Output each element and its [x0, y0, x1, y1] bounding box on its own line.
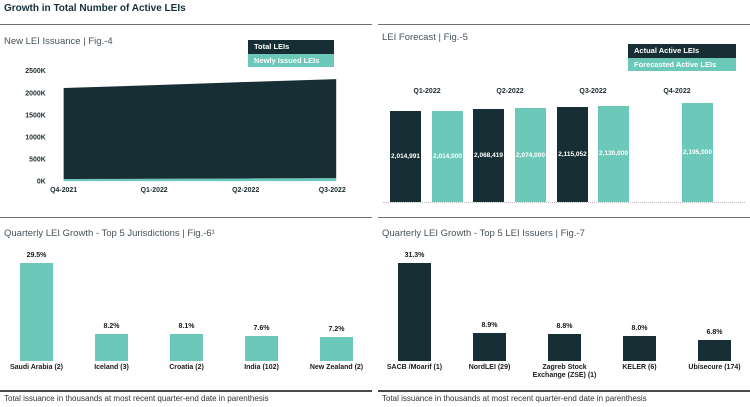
fig6-value-label: 7.6% — [253, 324, 270, 332]
fig5-bar-forecast: 2,130,000 — [598, 105, 629, 202]
fig5-bar-forecast: 2,074,000 — [515, 108, 546, 202]
panel-top5-lei-issuers: Quarterly LEI Growth - Top 5 LEI Issuers… — [378, 217, 750, 407]
fig5-bar-value-label: 2,068,419 — [474, 151, 503, 159]
fig4-y-tick-label: 500K — [29, 157, 46, 164]
fig5-bar-actual: 2,115,052 — [557, 106, 588, 202]
fig5-bar-value-label: 2,130,000 — [599, 150, 628, 158]
fig7-bar — [473, 333, 506, 361]
page-title: Growth in Total Number of Active LEIs — [4, 3, 186, 14]
fig7-value-label: 31.3% — [404, 252, 425, 260]
fig7-bar-chart: 31.3% SACB /Moarif (1) 8.9% NordLEI (29) 8.8… — [378, 218, 750, 407]
fig5-legend: Actual Active LEIs Forecasted Active LEI… — [628, 44, 736, 71]
fig5-bar-value-label: 2,014,000 — [433, 153, 462, 161]
fig7-footnote: Total issuance in thousands at most rece… — [382, 394, 647, 403]
fig5-legend-item-actual: Actual Active LEIs — [628, 44, 736, 58]
fig5-legend-label-forecast: Forecasted Active LEIs — [634, 59, 717, 69]
fig6-bar — [95, 333, 128, 361]
fig6-footnote: Total issuance in thousands at most rece… — [4, 394, 269, 403]
fig7-value-label: 8.0% — [631, 325, 648, 333]
fig7-category-label: KELER (6) — [622, 364, 657, 371]
fig7-value-label: 8.9% — [481, 322, 498, 330]
fig7-category-label: NordLEI (29) — [468, 364, 511, 371]
fig5-bar-value-label: 2,014,991 — [391, 153, 420, 161]
fig5-category-label: Q2-2022 — [496, 88, 524, 95]
fig6-value-label: 8.2% — [103, 322, 120, 330]
fig5-bar-forecast: 2,195,000 — [682, 103, 713, 202]
fig6-bar — [320, 337, 353, 361]
fig4-y-tick-label: 1000K — [25, 135, 46, 142]
fig4-area-chart: 2500K 2000K 1500K 1000K 500K 0K Q4-2021 Q1-2022… — [25, 68, 346, 194]
fig6-footnote-rule — [0, 390, 372, 392]
fig4-title: New LEI Issuance | Fig.-4 — [4, 36, 113, 47]
panel-top5-jurisdictions: Quarterly LEI Growth - Top 5 Jurisdictio… — [0, 217, 372, 407]
fig6-title: Quarterly LEI Growth - Top 5 Jurisdictio… — [4, 228, 215, 239]
fig5-category-label: Q1-2022 — [413, 88, 441, 95]
fig6-bar — [245, 335, 278, 361]
fig7-footnote-rule — [378, 390, 750, 392]
fig6-bar — [170, 334, 203, 361]
fig5-legend-item-forecast: Forecasted Active LEIs — [628, 57, 736, 71]
fig5-bar-chart: Q1-2022 Q2-2022 Q3-2022 Q4-2022 2,014,991 2,0… — [378, 25, 750, 217]
fig5-bar-actual: 2,014,991 — [390, 111, 421, 202]
fig4-y-tick-label: 2500K — [25, 68, 46, 75]
fig7-category-label: SACB /Moarif (1) — [386, 364, 443, 371]
fig4-y-tick-label: 0K — [37, 179, 46, 186]
fig7-category-label: Zagreb Stock Exchange (ZSE) (1) — [532, 364, 597, 380]
panel-new-lei-issuance: New LEI Issuance | Fig.-4 Total LEIs New… — [0, 24, 372, 217]
fig4-legend: Total LEIs Newly Issued LEIs — [248, 40, 334, 67]
fig5-bar-value-label: 2,115,052 — [558, 150, 587, 158]
fig6-value-label: 29.5% — [26, 252, 47, 260]
fig4-x-tick-label: Q2-2022 — [232, 187, 259, 194]
fig4-y-tick-label: 2000K — [25, 90, 46, 97]
fig4-legend-label-total-leis: Total LEIs — [254, 42, 290, 52]
fig4-x-tick-label: Q1-2022 — [141, 187, 168, 194]
fig5-baseline — [383, 202, 745, 203]
fig7-category-label: Ubisecure (174) — [688, 364, 741, 371]
fig5-category-label: Q4-2022 — [663, 88, 691, 95]
fig5-bar-value-label: 2,195,000 — [683, 149, 712, 156]
panel-lei-forecast: LEI Forecast | Fig.-5 Actual Active LEIs… — [378, 24, 750, 217]
fig7-value-label: 6.8% — [706, 328, 723, 336]
fig7-bar — [698, 339, 731, 361]
fig4-legend-item-total-leis: Total LEIs — [248, 40, 334, 54]
newly-issued-area — [63, 178, 337, 182]
fig4-legend-label-newly-issued: Newly Issued LEIs — [254, 55, 320, 65]
fig6-bar — [20, 263, 53, 361]
fig4-x-tick-label: Q4-2021 — [50, 187, 77, 194]
fig6-bar-chart: 29.5% Saudi Arabia (2) 8.2% Iceland (3) 8.1%… — [0, 218, 372, 407]
total-leis-area — [63, 79, 337, 179]
fig6-category-label: Saudi Arabia (2) — [9, 364, 64, 371]
fig6-value-label: 7.2% — [328, 326, 345, 334]
fig7-title: Quarterly LEI Growth - Top 5 LEI Issuers… — [382, 228, 585, 239]
fig6-category-label: Croatia (2) — [169, 364, 204, 371]
fig4-y-tick-label: 1500K — [25, 112, 46, 119]
fig6-category-label: Iceland (3) — [94, 364, 129, 371]
fig5-title: LEI Forecast | Fig.-5 — [382, 32, 468, 43]
fig7-value-label: 8.8% — [556, 322, 573, 330]
fig5-bar-forecast: 2,014,000 — [432, 111, 463, 202]
fig5-bar-actual: 2,068,419 — [473, 108, 504, 202]
fig5-bar-value-label: 2,074,000 — [516, 151, 545, 159]
fig7-bar — [548, 333, 581, 361]
fig4-legend-item-newly-issued: Newly Issued LEIs — [248, 53, 334, 67]
fig5-legend-label-actual: Actual Active LEIs — [634, 46, 700, 56]
fig4-x-tick-label: Q3-2022 — [319, 187, 346, 194]
fig6-value-label: 8.1% — [178, 323, 195, 331]
fig7-bar — [623, 336, 656, 361]
fig6-category-label: India (102) — [244, 364, 279, 371]
fig5-category-label: Q3-2022 — [579, 88, 607, 95]
fig7-bar — [398, 263, 431, 361]
fig6-category-label: New Zealand (2) — [309, 364, 364, 371]
